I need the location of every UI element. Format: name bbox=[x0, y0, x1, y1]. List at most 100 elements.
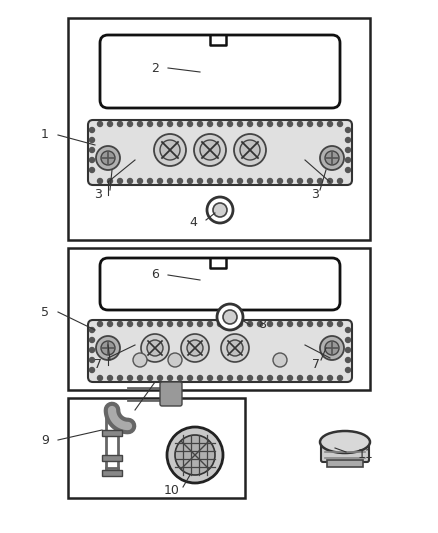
Bar bbox=[102, 470, 122, 476]
Circle shape bbox=[177, 376, 183, 381]
Circle shape bbox=[187, 340, 203, 356]
Circle shape bbox=[138, 376, 142, 381]
Circle shape bbox=[167, 122, 173, 126]
Circle shape bbox=[107, 179, 113, 183]
Circle shape bbox=[346, 157, 350, 163]
Circle shape bbox=[138, 122, 142, 126]
Circle shape bbox=[247, 122, 252, 126]
Circle shape bbox=[147, 340, 163, 356]
Circle shape bbox=[148, 376, 152, 381]
Circle shape bbox=[247, 179, 252, 183]
Circle shape bbox=[328, 321, 332, 327]
Circle shape bbox=[318, 376, 322, 381]
Circle shape bbox=[227, 179, 233, 183]
Circle shape bbox=[221, 334, 249, 362]
Bar bbox=[102, 455, 122, 461]
Circle shape bbox=[127, 122, 133, 126]
Circle shape bbox=[218, 122, 223, 126]
Circle shape bbox=[167, 179, 173, 183]
Circle shape bbox=[346, 148, 350, 152]
Circle shape bbox=[237, 321, 243, 327]
Circle shape bbox=[98, 376, 102, 381]
Text: 2: 2 bbox=[151, 61, 159, 75]
Circle shape bbox=[227, 122, 233, 126]
Circle shape bbox=[227, 376, 233, 381]
Circle shape bbox=[240, 140, 260, 160]
Circle shape bbox=[258, 376, 262, 381]
Circle shape bbox=[307, 179, 312, 183]
Circle shape bbox=[287, 179, 293, 183]
Text: 5: 5 bbox=[41, 305, 49, 319]
Circle shape bbox=[318, 179, 322, 183]
Circle shape bbox=[89, 358, 95, 362]
Circle shape bbox=[278, 122, 283, 126]
Circle shape bbox=[177, 179, 183, 183]
Circle shape bbox=[287, 321, 293, 327]
Bar bbox=[68, 248, 370, 390]
Circle shape bbox=[89, 348, 95, 352]
Circle shape bbox=[96, 146, 120, 170]
Circle shape bbox=[318, 122, 322, 126]
Text: 3: 3 bbox=[311, 189, 319, 201]
Circle shape bbox=[278, 321, 283, 327]
Circle shape bbox=[307, 321, 312, 327]
Circle shape bbox=[194, 134, 226, 166]
Circle shape bbox=[117, 179, 123, 183]
Circle shape bbox=[218, 376, 223, 381]
Circle shape bbox=[338, 179, 343, 183]
Text: 3: 3 bbox=[94, 189, 102, 201]
Circle shape bbox=[217, 304, 243, 330]
Circle shape bbox=[208, 321, 212, 327]
Circle shape bbox=[89, 327, 95, 333]
Circle shape bbox=[101, 341, 115, 355]
Circle shape bbox=[158, 179, 162, 183]
Circle shape bbox=[268, 376, 272, 381]
Circle shape bbox=[297, 321, 303, 327]
Circle shape bbox=[148, 122, 152, 126]
Circle shape bbox=[218, 179, 223, 183]
Circle shape bbox=[127, 321, 133, 327]
Circle shape bbox=[141, 334, 169, 362]
Circle shape bbox=[287, 122, 293, 126]
Circle shape bbox=[328, 122, 332, 126]
Circle shape bbox=[328, 179, 332, 183]
Circle shape bbox=[117, 321, 123, 327]
Circle shape bbox=[158, 122, 162, 126]
Circle shape bbox=[346, 327, 350, 333]
Circle shape bbox=[200, 140, 220, 160]
Circle shape bbox=[96, 336, 120, 360]
Circle shape bbox=[237, 179, 243, 183]
Circle shape bbox=[107, 321, 113, 327]
Circle shape bbox=[160, 140, 180, 160]
Circle shape bbox=[307, 122, 312, 126]
Circle shape bbox=[287, 376, 293, 381]
Circle shape bbox=[187, 122, 192, 126]
Circle shape bbox=[101, 151, 115, 165]
Text: 11: 11 bbox=[358, 448, 374, 462]
Circle shape bbox=[268, 122, 272, 126]
Circle shape bbox=[237, 376, 243, 381]
Circle shape bbox=[187, 376, 192, 381]
Circle shape bbox=[338, 321, 343, 327]
Circle shape bbox=[258, 179, 262, 183]
Circle shape bbox=[127, 376, 133, 381]
Circle shape bbox=[167, 376, 173, 381]
Circle shape bbox=[127, 179, 133, 183]
Circle shape bbox=[234, 134, 266, 166]
Circle shape bbox=[213, 203, 227, 217]
Circle shape bbox=[89, 148, 95, 152]
FancyBboxPatch shape bbox=[100, 35, 340, 108]
Circle shape bbox=[187, 321, 192, 327]
Circle shape bbox=[297, 376, 303, 381]
Text: 1: 1 bbox=[41, 128, 49, 141]
Circle shape bbox=[148, 179, 152, 183]
Circle shape bbox=[198, 122, 202, 126]
Circle shape bbox=[346, 367, 350, 373]
Circle shape bbox=[208, 122, 212, 126]
Circle shape bbox=[198, 179, 202, 183]
Circle shape bbox=[98, 321, 102, 327]
Circle shape bbox=[98, 122, 102, 126]
Bar bbox=[68, 398, 245, 498]
Circle shape bbox=[89, 138, 95, 142]
Bar bbox=[68, 18, 370, 240]
